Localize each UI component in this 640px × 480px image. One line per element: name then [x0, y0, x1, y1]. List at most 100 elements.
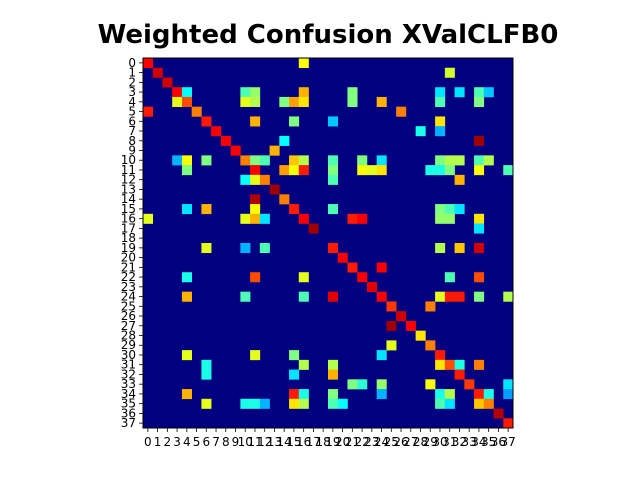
heatmap-cell — [172, 155, 183, 166]
heatmap-cell — [444, 67, 455, 78]
heatmap-cell — [298, 359, 309, 370]
y-tick-label: 5 — [128, 105, 136, 119]
heatmap-cell — [435, 359, 446, 370]
x-tick-label: 32 — [452, 435, 467, 449]
heatmap-cell — [279, 194, 290, 205]
heatmap-cell — [230, 145, 241, 156]
heatmap-cell — [376, 262, 387, 273]
y-tick-label: 25 — [121, 299, 136, 313]
x-tick-label: 34 — [471, 435, 486, 449]
y-tick-label: 6 — [128, 114, 136, 128]
heatmap-cell — [435, 350, 446, 361]
heatmap-cell — [181, 96, 192, 107]
y-tick-label: 19 — [121, 241, 136, 255]
heatmap-cell — [201, 155, 212, 166]
heatmap-cell — [181, 350, 192, 361]
heatmap-cell — [435, 204, 446, 215]
heatmap-cell — [435, 243, 446, 254]
x-tick-label: 20 — [335, 435, 350, 449]
heatmap-cell — [386, 301, 397, 312]
x-tick-label: 10 — [238, 435, 253, 449]
heatmap-cell — [444, 291, 455, 302]
heatmap-cell — [444, 398, 455, 409]
heatmap-cell — [250, 350, 261, 361]
heatmap-cell — [328, 204, 339, 215]
x-tick-label: 8 — [222, 435, 230, 449]
heatmap-cell — [289, 369, 300, 380]
heatmap-cell — [493, 408, 504, 419]
x-tick-label: 28 — [413, 435, 428, 449]
heatmap-cell — [269, 145, 280, 156]
heatmap-cell — [250, 165, 261, 176]
heatmap-cell — [240, 213, 251, 224]
x-tick-label: 33 — [462, 435, 477, 449]
heatmap-cell — [289, 398, 300, 409]
y-tick-label: 33 — [121, 377, 136, 391]
heatmap-cell — [181, 165, 192, 176]
heatmap-cell — [298, 272, 309, 283]
heatmap-cell — [298, 291, 309, 302]
heatmap-cell — [240, 96, 251, 107]
heatmap-cell — [454, 243, 465, 254]
heatmap-cell — [474, 135, 485, 146]
heatmap-cell — [454, 155, 465, 166]
heatmap-cell — [483, 87, 494, 98]
x-axis-ticks: 0 1 2 3 4 5 6 7 8 9101112131415161718192021222324… — [144, 428, 516, 449]
heatmap-cell — [444, 165, 455, 176]
y-tick-label: 16 — [121, 212, 136, 226]
heatmap-cell — [181, 291, 192, 302]
heatmap-cell — [376, 389, 387, 400]
heatmap-cell — [250, 204, 261, 215]
x-tick-label: 15 — [286, 435, 301, 449]
heatmap-cell — [298, 389, 309, 400]
y-tick-label: 31 — [121, 358, 136, 372]
heatmap-cell — [454, 87, 465, 98]
heatmap-cell — [172, 87, 183, 98]
heatmap-cell — [415, 126, 426, 137]
heatmap-cell — [328, 359, 339, 370]
heatmap-cell — [503, 418, 514, 429]
x-tick-label: 30 — [432, 435, 447, 449]
heatmap-cell — [298, 96, 309, 107]
heatmap-cell — [503, 291, 514, 302]
heatmap-cell — [454, 359, 465, 370]
y-axis-ticks: 0123456789101112131415161718192021222324… — [121, 56, 143, 430]
heatmap-cell — [503, 389, 514, 400]
heatmap-cell — [444, 272, 455, 283]
heatmap-cell — [240, 155, 251, 166]
x-tick-label: 4 — [183, 435, 191, 449]
x-tick-label: 6 — [202, 435, 210, 449]
heatmap-cell — [454, 174, 465, 185]
heatmap-cell — [386, 340, 397, 351]
heatmap-cell — [328, 116, 339, 127]
heatmap-cell — [143, 213, 154, 224]
heatmap-cell — [435, 96, 446, 107]
x-tick-label: 24 — [374, 435, 389, 449]
heatmap-cell — [376, 379, 387, 390]
heatmap-cell — [289, 155, 300, 166]
y-tick-label: 12 — [121, 173, 136, 187]
heatmap-cell — [250, 116, 261, 127]
heatmap-cell — [357, 272, 368, 283]
x-tick-label: 21 — [345, 435, 360, 449]
heatmap-cell — [425, 301, 436, 312]
heatmap-cell — [483, 398, 494, 409]
heatmap-cell — [425, 165, 436, 176]
x-tick-label: 22 — [354, 435, 369, 449]
heatmap-cell — [328, 291, 339, 302]
heatmap-cell — [435, 116, 446, 127]
y-tick-label: 9 — [128, 144, 136, 158]
heatmap-cell — [220, 135, 231, 146]
heatmap-cell — [328, 155, 339, 166]
heatmap-cell — [172, 96, 183, 107]
heatmap-cell — [347, 379, 358, 390]
heatmap-cell — [162, 77, 173, 88]
heatmap-cell — [347, 262, 358, 273]
y-tick-label: 37 — [121, 416, 136, 430]
heatmap-cell — [347, 96, 358, 107]
x-tick-label: 19 — [325, 435, 340, 449]
heatmap-cell — [464, 379, 475, 390]
heatmap-cell — [435, 126, 446, 137]
heatmap-cell — [366, 165, 377, 176]
